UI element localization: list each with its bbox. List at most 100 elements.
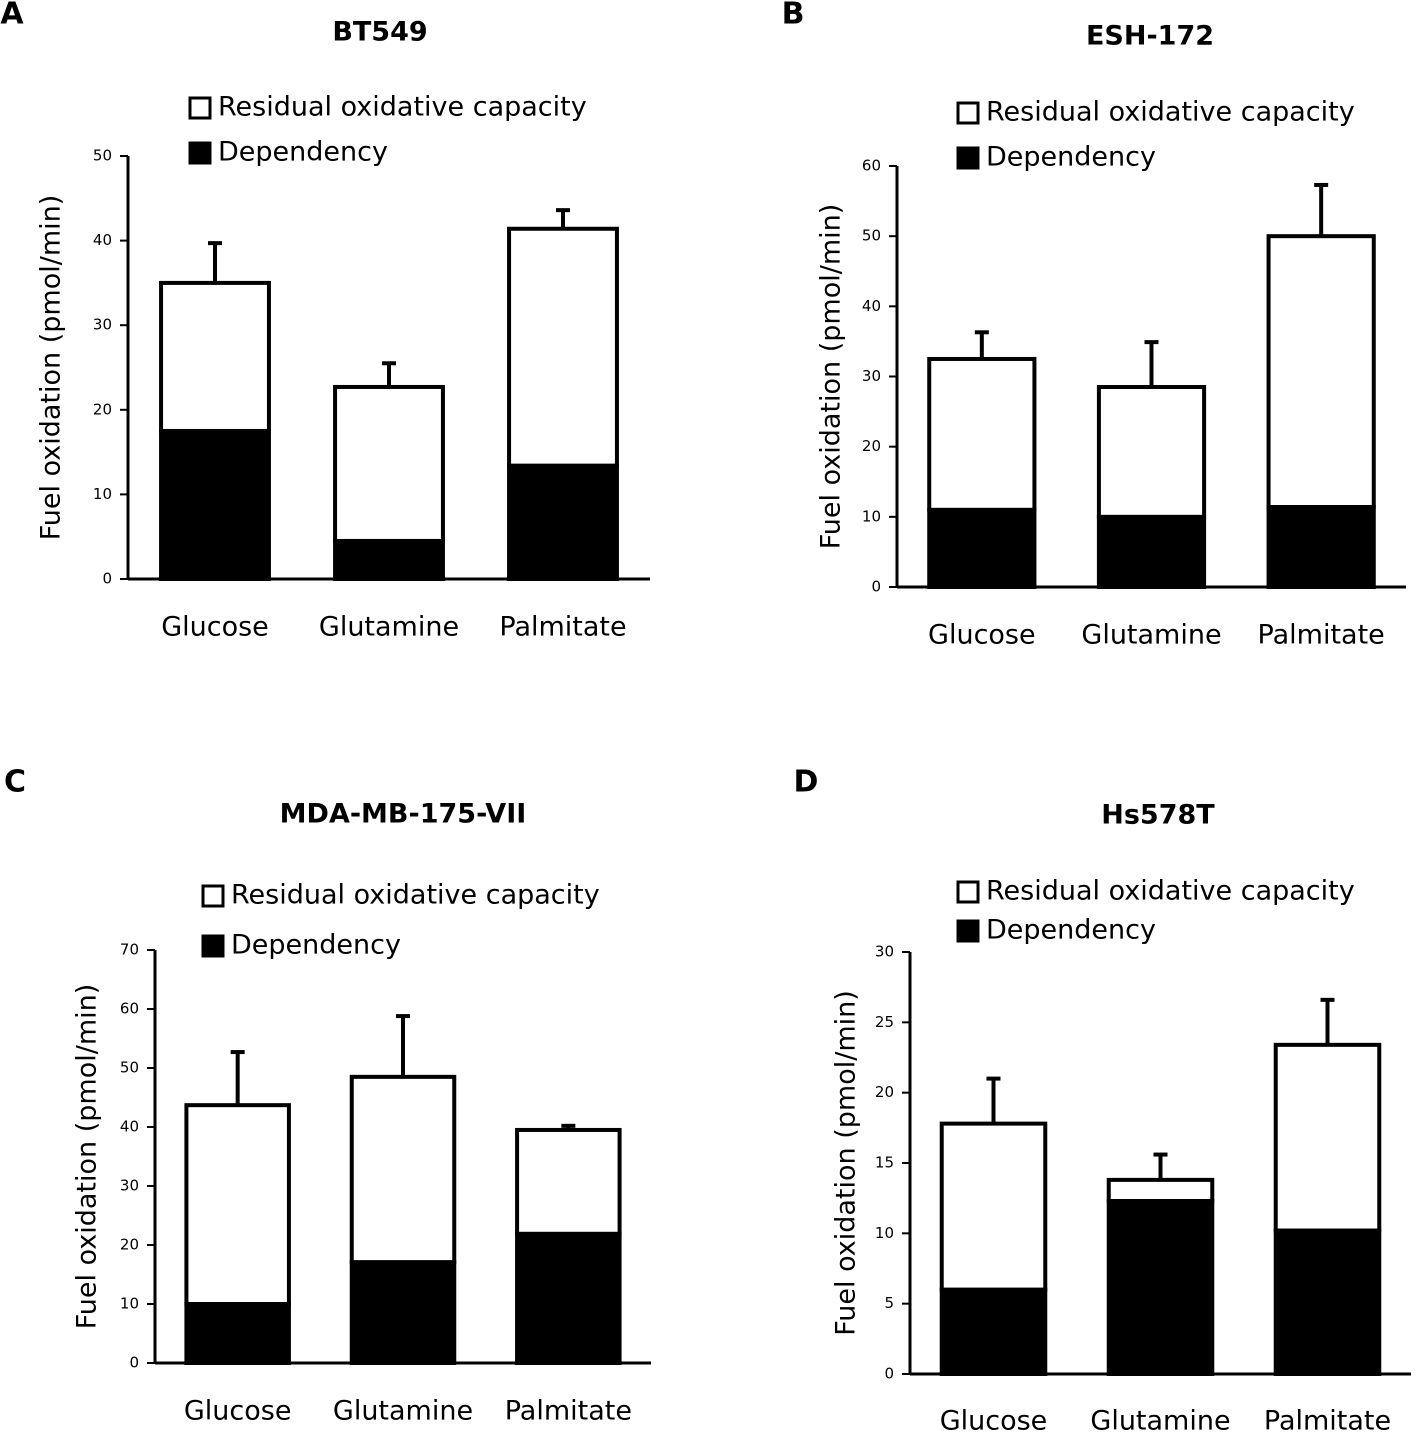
y-tick-label: 30 <box>93 316 112 334</box>
y-tick-label: 70 <box>120 941 139 959</box>
error-bar <box>556 208 570 229</box>
bar-segment <box>184 1103 291 1307</box>
legend-label: Residual oxidative capacity <box>231 880 600 911</box>
x-tick-label: Glutamine <box>319 612 459 643</box>
legend-label: Dependency <box>218 137 388 168</box>
y-tick-label: 10 <box>875 1224 894 1242</box>
error-bar <box>1144 340 1159 388</box>
error-bar <box>1153 1152 1168 1180</box>
bar-segment <box>333 384 445 543</box>
bar-segment <box>184 1302 291 1365</box>
legend-swatch <box>956 146 980 170</box>
legend-label: Dependency <box>986 915 1156 946</box>
bar-segment <box>1096 385 1207 519</box>
legend-label: Dependency <box>986 142 1156 173</box>
x-tick-label: Glucose <box>184 1396 292 1427</box>
bar-segment <box>159 280 271 433</box>
bar-segment <box>939 1121 1048 1292</box>
error-bar <box>986 1076 1001 1124</box>
y-tick-label: 0 <box>102 570 112 588</box>
y-tick-label: 50 <box>120 1059 139 1077</box>
y-tick-label: 10 <box>120 1295 139 1313</box>
chart-title: BT549 <box>332 17 427 48</box>
y-tick-label: 60 <box>862 157 881 175</box>
error-bar <box>382 361 396 387</box>
y-tick-label: 25 <box>875 1013 894 1031</box>
bar-segment <box>1096 514 1207 589</box>
bar-segment <box>1106 1198 1215 1376</box>
x-tick-label: Glucose <box>928 620 1036 651</box>
y-tick-label: 10 <box>862 507 881 525</box>
bar-segment <box>939 1287 1048 1376</box>
bar-segment <box>927 356 1037 512</box>
bar-segment <box>515 1127 622 1236</box>
legend-swatch <box>201 884 225 908</box>
bar-segment <box>1266 234 1376 510</box>
x-tick-label: Palmitate <box>505 1396 632 1427</box>
y-axis-label: Fuel oxidation (pmol/min) <box>816 204 847 550</box>
bar-segment <box>507 463 619 581</box>
legend-label: Residual oxidative capacity <box>218 92 587 123</box>
bar-segment <box>1273 1228 1382 1377</box>
legend-swatch <box>201 934 225 958</box>
x-tick-label: Glutamine <box>1081 620 1221 651</box>
legend-label: Residual oxidative capacity <box>986 97 1355 128</box>
bar-segment <box>1273 1042 1382 1233</box>
y-tick-label: 20 <box>862 437 881 455</box>
y-axis-label: Fuel oxidation (pmol/min) <box>72 984 103 1330</box>
y-tick-label: 0 <box>871 578 881 596</box>
legend-swatch <box>956 919 980 943</box>
y-tick-label: 15 <box>875 1154 894 1172</box>
x-tick-label: Glutamine <box>333 1396 473 1427</box>
y-tick-label: 40 <box>93 231 112 249</box>
bar-segment <box>507 226 619 468</box>
y-tick-label: 30 <box>862 367 881 385</box>
bar-segment <box>349 1260 457 1365</box>
y-tick-label: 20 <box>93 400 112 418</box>
y-tick-label: 0 <box>884 1365 894 1383</box>
legend-swatch <box>188 96 212 120</box>
bar-segment <box>349 1074 457 1265</box>
error-bar <box>208 241 222 283</box>
bar-segment <box>333 538 445 581</box>
legend-swatch <box>188 141 212 165</box>
bar-segment <box>515 1231 622 1366</box>
y-tick-label: 60 <box>120 1000 139 1018</box>
y-tick-label: 40 <box>120 1118 139 1136</box>
error-bar <box>230 1050 245 1106</box>
legend-swatch <box>956 880 980 904</box>
error-bar <box>1314 182 1329 237</box>
error-bar <box>1320 997 1335 1045</box>
panel-label: B <box>782 0 805 32</box>
y-tick-label: 40 <box>862 297 881 315</box>
panel-label: A <box>0 0 24 32</box>
bar-segment <box>1106 1177 1215 1203</box>
y-axis-label: Fuel oxidation (pmol/min) <box>36 195 67 541</box>
bar-segment <box>927 507 1037 590</box>
legend-swatch <box>956 101 980 125</box>
x-tick-label: Glucose <box>161 612 269 643</box>
bar-segment <box>159 428 271 582</box>
x-tick-label: Palmitate <box>499 612 626 643</box>
error-bar <box>396 1014 410 1077</box>
chart-title: ESH-172 <box>1086 21 1214 52</box>
error-bar <box>974 330 989 359</box>
legend-label: Residual oxidative capacity <box>986 876 1355 907</box>
y-tick-label: 20 <box>120 1236 139 1254</box>
y-tick-label: 20 <box>875 1083 894 1101</box>
y-tick-label: 50 <box>862 227 881 245</box>
x-tick-label: Palmitate <box>1258 620 1385 651</box>
y-tick-label: 10 <box>93 485 112 503</box>
legend-label: Dependency <box>231 930 401 961</box>
y-tick-label: 50 <box>93 147 112 165</box>
chart-title: Hs578T <box>1101 800 1215 831</box>
panel-label: C <box>4 765 26 800</box>
bar-segment <box>1266 505 1376 590</box>
y-tick-label: 0 <box>129 1354 139 1372</box>
y-tick-label: 5 <box>884 1294 894 1312</box>
y-tick-label: 30 <box>875 943 894 961</box>
x-tick-label: Glutamine <box>1090 1406 1230 1433</box>
x-tick-label: Palmitate <box>1264 1406 1391 1433</box>
y-axis-label: Fuel oxidation (pmol/min) <box>831 990 862 1336</box>
